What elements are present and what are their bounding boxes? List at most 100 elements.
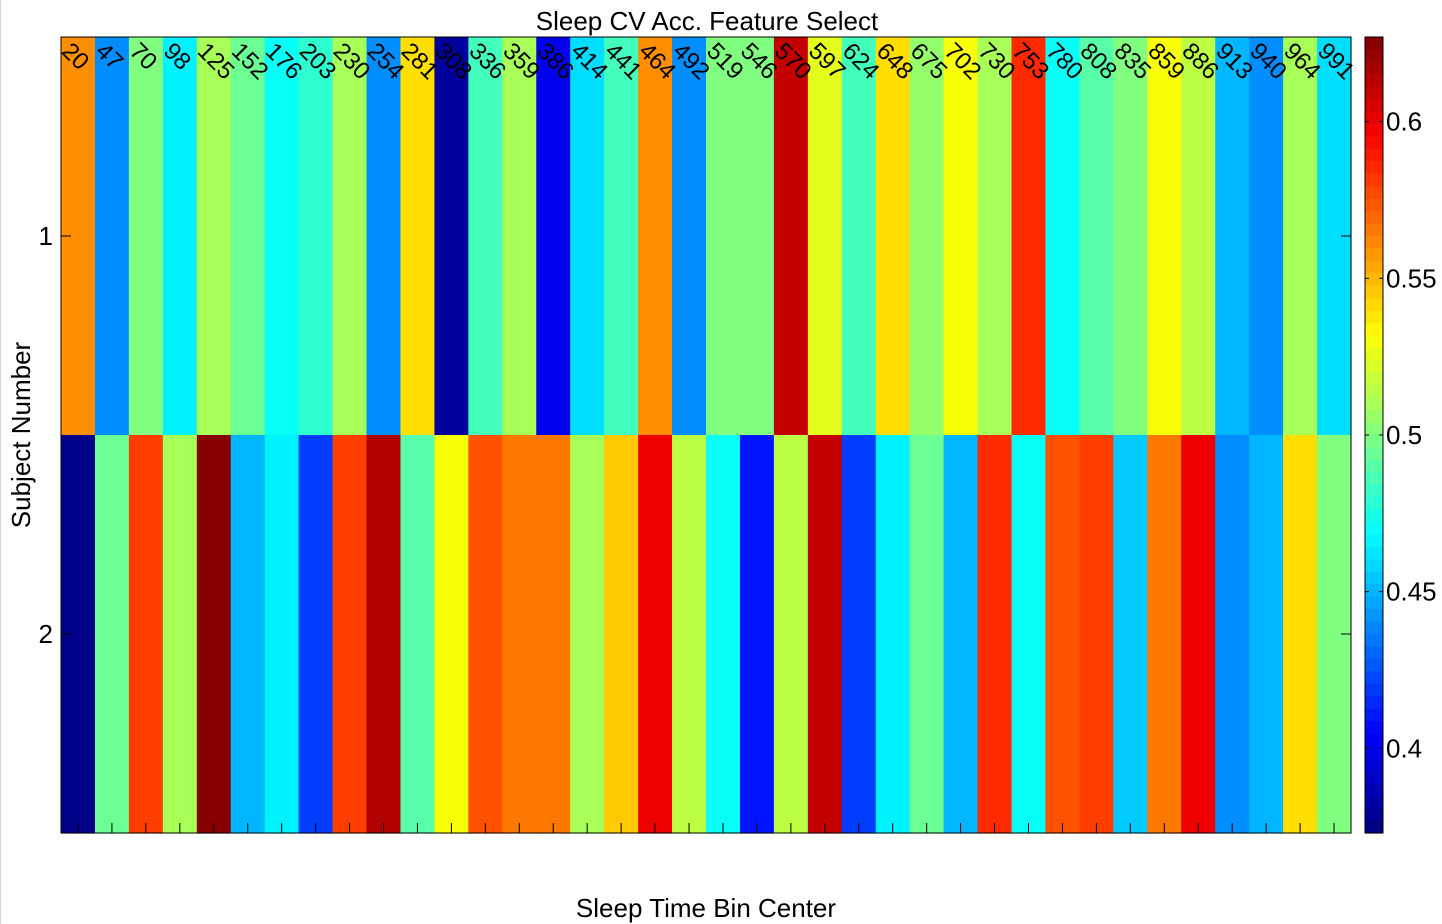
colorbar-segment (1365, 484, 1383, 498)
heatmap-cell-r2-c15 (536, 435, 571, 834)
colorbar-segment (1365, 360, 1383, 374)
heatmap-cell-r1-c26 (909, 37, 945, 436)
colorbar-segment (1365, 808, 1383, 822)
colorbar-tick-label: 0.55 (1386, 263, 1437, 293)
heatmap-cells (61, 37, 1352, 834)
heatmap-cell-r1-c32 (1113, 37, 1148, 436)
heatmap-cell-r2-c19 (672, 435, 707, 834)
colorbar-segment (1365, 347, 1383, 361)
colorbar-segment (1365, 770, 1383, 784)
heatmap-cell-r1-c9 (332, 37, 368, 436)
colorbar-segment (1365, 696, 1383, 710)
heatmap-cell-r1-c7 (264, 37, 300, 436)
colorbar-segment (1365, 248, 1383, 262)
heatmap-cell-r1-c2 (94, 37, 130, 436)
heatmap-cell-r1-c37 (1283, 37, 1318, 436)
heatmap-cell-r2-c25 (875, 435, 911, 834)
chart-title: Sleep CV Acc. Feature Select (536, 6, 879, 36)
heatmap-cell-r2-c8 (298, 435, 334, 834)
heatmap-cell-r1-c36 (1249, 37, 1284, 436)
colorbar-segment (1365, 646, 1383, 660)
colorbar-segment (1365, 758, 1383, 772)
heatmap-cell-r1-c22 (773, 37, 809, 436)
colorbar-segment (1365, 795, 1383, 809)
colorbar-segment (1365, 584, 1383, 598)
heatmap-cell-r1-c30 (1045, 37, 1081, 436)
heatmap-cell-r2-c21 (739, 435, 775, 834)
heatmap-cell-r2-c17 (604, 435, 639, 834)
heatmap-cell-r1-c8 (298, 37, 334, 436)
y-axis: 12 (39, 221, 1351, 649)
heatmap-cell-r1-c18 (638, 37, 673, 436)
colorbar-segment (1365, 683, 1383, 697)
colorbar-segment (1365, 397, 1383, 411)
colorbar-segment (1365, 323, 1383, 337)
heatmap-cell-r2-c33 (1147, 435, 1182, 834)
colorbar-segment (1365, 111, 1383, 125)
colorbar-segment (1365, 86, 1383, 100)
colorbar-segment (1365, 173, 1383, 187)
heatmap-cell-r1-c29 (1011, 37, 1047, 436)
colorbar-segment (1365, 522, 1383, 536)
heatmap-cell-r2-c4 (162, 435, 198, 834)
colorbar-segment (1365, 410, 1383, 424)
colorbar-segment (1365, 136, 1383, 150)
colorbar-segment (1365, 634, 1383, 648)
x-axis-ticks (77, 823, 1335, 833)
heatmap-cell-r1-c15 (536, 37, 571, 436)
colorbar-segment (1365, 422, 1383, 436)
heatmap-cell-r2-c27 (943, 435, 979, 834)
colorbar-segment (1365, 435, 1383, 449)
colorbar-tick-label: 0.4 (1386, 733, 1422, 763)
colorbar: 0.4 0.45 0.5 0.55 0.6 (1364, 36, 1437, 834)
heatmap-cell-r2-c7 (264, 435, 300, 834)
colorbar-segment (1365, 546, 1383, 560)
y-axis-label: Subject Number (6, 341, 36, 528)
heatmap-cell-r1-c19 (672, 37, 707, 436)
colorbar-segment (1365, 708, 1383, 722)
colorbar-segment (1365, 459, 1383, 473)
heatmap-cell-r2-c23 (807, 435, 843, 834)
heatmap-cell-r1-c12 (434, 37, 469, 436)
heatmap-cell-r1-c31 (1079, 37, 1114, 436)
x-axis-label: Sleep Time Bin Center (576, 893, 836, 923)
heatmap-cell-r1-c23 (807, 37, 843, 436)
heatmap-cell-r2-c16 (570, 435, 605, 834)
heatmap-cell-r1-c14 (502, 37, 537, 436)
colorbar-segment (1365, 745, 1383, 759)
heatmap-cell-r1-c13 (468, 37, 503, 436)
colorbar-segment (1365, 671, 1383, 685)
heatmap-cell-r2-c20 (706, 435, 741, 834)
heatmap-cell-r1-c24 (841, 37, 877, 436)
colorbar-segment (1365, 534, 1383, 548)
heatmap-cell-r1-c28 (977, 37, 1013, 436)
colorbar-tick-label: 0.6 (1386, 107, 1422, 137)
heatmap-cell-r1-c17 (604, 37, 639, 436)
heatmap-cell-r1-c3 (128, 37, 164, 436)
colorbar-segment (1365, 37, 1383, 51)
colorbar-segment (1365, 596, 1383, 610)
heatmap-cell-r2-c35 (1215, 435, 1250, 834)
colorbar-segment (1365, 658, 1383, 672)
heatmap-cell-r2-c29 (1011, 435, 1047, 834)
heatmap-cell-r1-c5 (196, 37, 232, 436)
heatmap-cell-r2-c11 (400, 435, 436, 834)
colorbar-segment (1365, 559, 1383, 573)
colorbar-segment (1365, 285, 1383, 299)
colorbar-segment (1365, 186, 1383, 200)
window-left-border (0, 0, 1, 924)
colorbar-segment (1365, 148, 1383, 162)
heatmap-cell-r2-c22 (773, 435, 809, 834)
heatmap-cell-r2-c28 (977, 435, 1013, 834)
colorbar-segment (1365, 472, 1383, 486)
heatmap-cell-r1-c35 (1215, 37, 1250, 436)
colorbar-segment (1365, 273, 1383, 287)
heatmap-cell-r2-c34 (1181, 435, 1216, 834)
heatmap-cell-r2-c32 (1113, 435, 1148, 834)
colorbar-segment (1365, 260, 1383, 274)
colorbar-segment (1365, 385, 1383, 399)
heatmap-cell-r2-c24 (841, 435, 877, 834)
colorbar-segment (1365, 236, 1383, 250)
colorbar-segment (1365, 223, 1383, 237)
